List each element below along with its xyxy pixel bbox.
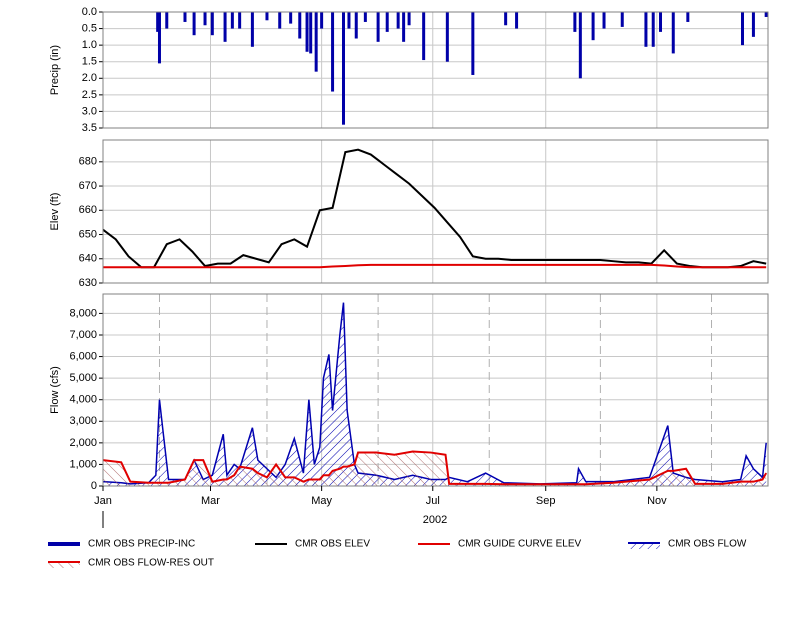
bar [165, 12, 169, 29]
bar [504, 12, 508, 26]
bar [309, 12, 313, 54]
x-tick-label: Nov [647, 495, 667, 507]
bar [644, 12, 648, 47]
y-tick-label: 4,000 [69, 394, 97, 406]
x-tick-label: Mar [201, 495, 220, 507]
hatch-area [103, 451, 767, 486]
bar [331, 12, 335, 92]
y-tick-label: 2.0 [82, 72, 97, 84]
bar [407, 12, 411, 26]
bar [396, 12, 400, 29]
y-tick-label: 670 [79, 180, 97, 192]
bar [210, 12, 214, 36]
bar [238, 12, 242, 29]
bar [620, 12, 624, 27]
y-tick-label: 660 [79, 204, 97, 216]
y-axis-label: Elev (ft) [49, 193, 61, 231]
bar [376, 12, 380, 42]
bar [385, 12, 389, 32]
bar [320, 12, 324, 29]
y-tick-label: 680 [79, 156, 97, 168]
bar [686, 12, 690, 22]
legend-label: CMR OBS PRECIP-INC [88, 539, 195, 550]
y-tick-label: 0.5 [82, 22, 97, 34]
legend-label: CMR OBS ELEV [295, 539, 370, 550]
bar [740, 12, 744, 46]
bar [602, 12, 606, 29]
bar [573, 12, 577, 32]
bar [157, 12, 161, 64]
y-tick-label: 0 [91, 480, 97, 492]
bar [278, 12, 282, 29]
legend-label: CMR OBS FLOW-RES OUT [88, 558, 214, 569]
bar [203, 12, 207, 26]
bar [764, 12, 768, 17]
bar [183, 12, 187, 22]
bar [265, 12, 269, 21]
bar [659, 12, 663, 32]
series-line [102, 148, 767, 269]
x-tick-label: May [311, 495, 332, 507]
y-tick-label: 640 [79, 253, 97, 265]
bar [445, 12, 449, 62]
y-tick-label: 1.0 [82, 39, 97, 51]
bar [591, 12, 595, 41]
bar [156, 12, 160, 32]
legend-swatch [48, 562, 80, 568]
bar [192, 12, 196, 36]
x-axis-label: 2002 [423, 514, 447, 526]
y-tick-label: 2.5 [82, 89, 97, 101]
series-line [102, 450, 768, 486]
bar [751, 12, 755, 37]
y-tick-label: 650 [79, 228, 97, 240]
x-tick-label: Jul [426, 495, 440, 507]
y-axis-label: Flow (cfs) [49, 366, 61, 414]
bar [354, 12, 358, 39]
bar [250, 12, 254, 47]
bar [223, 12, 227, 42]
bar [347, 12, 351, 29]
y-tick-label: 6,000 [69, 350, 97, 362]
bar [230, 12, 234, 29]
legend-label: CMR OBS FLOW [668, 539, 747, 550]
bar [651, 12, 655, 47]
bar [402, 12, 406, 42]
bar [471, 12, 475, 75]
plot-frame [102, 139, 769, 284]
y-tick-label: 7,000 [69, 329, 97, 341]
y-tick-label: 1.5 [82, 56, 97, 68]
legend-swatch [628, 543, 660, 549]
bar [314, 12, 318, 72]
legend-label: CMR GUIDE CURVE ELEV [458, 539, 582, 550]
y-tick-label: 5,000 [69, 372, 97, 384]
bar [578, 12, 582, 79]
y-tick-label: 8,000 [69, 307, 97, 319]
y-tick-label: 3.0 [82, 105, 97, 117]
y-tick-label: 1,000 [69, 458, 97, 470]
series-line [103, 263, 767, 269]
y-axis-label: Precip (in) [49, 45, 61, 95]
bar [298, 12, 302, 39]
y-tick-label: 3,000 [69, 415, 97, 427]
x-tick-label: Sep [536, 495, 556, 507]
y-tick-label: 0.0 [82, 6, 97, 18]
plot-frame [102, 11, 769, 129]
bar [671, 12, 675, 54]
bar [305, 12, 309, 52]
y-tick-label: 630 [79, 277, 97, 289]
x-tick-label: Jan [94, 495, 112, 507]
bar [363, 12, 367, 22]
bar [341, 12, 345, 125]
bar [422, 12, 426, 61]
y-tick-label: 3.5 [82, 122, 97, 134]
plot-frame [102, 293, 769, 487]
bar [289, 12, 293, 24]
bar [515, 12, 519, 29]
y-tick-label: 2,000 [69, 437, 97, 449]
